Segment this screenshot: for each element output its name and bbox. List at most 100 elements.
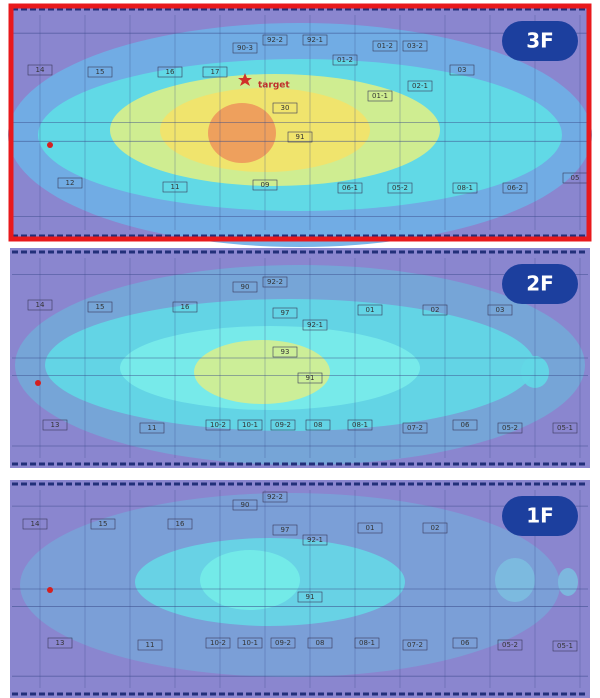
room-label-box bbox=[205, 419, 231, 431]
room-label-box bbox=[137, 639, 163, 651]
room-label-box bbox=[452, 182, 478, 194]
room-label-box bbox=[87, 66, 113, 78]
heat-zone bbox=[194, 340, 330, 404]
floor-panel: 14 15 16 17 90-3 92-2 92-1 01-2 01-2 03-2 03 01-1 02… bbox=[8, 3, 592, 247]
room-label: 92-2 bbox=[267, 278, 283, 286]
room-label-box bbox=[272, 307, 298, 319]
room-label: 17 bbox=[211, 68, 220, 76]
room-label-box bbox=[57, 177, 83, 189]
room-label: 92-1 bbox=[307, 36, 323, 44]
room-label-box bbox=[552, 640, 578, 652]
room-label-box bbox=[47, 637, 73, 649]
room-label-box bbox=[302, 534, 328, 546]
room-label-box bbox=[402, 639, 428, 651]
floor-badge bbox=[502, 264, 578, 304]
room-label-box bbox=[172, 301, 198, 313]
room-label: 11 bbox=[148, 424, 157, 432]
room-label-box bbox=[287, 131, 313, 143]
room-label-box bbox=[452, 637, 478, 649]
room-label-box bbox=[407, 80, 433, 92]
room-label-box bbox=[497, 639, 523, 651]
room-label: 14 bbox=[31, 520, 40, 528]
room-label: 16 bbox=[166, 68, 175, 76]
room-label-box bbox=[337, 182, 363, 194]
room-label: 11 bbox=[146, 641, 155, 649]
room-label: 07-2 bbox=[407, 641, 423, 649]
room-label-box bbox=[367, 90, 393, 102]
room-label: 06 bbox=[461, 421, 470, 429]
room-label-box bbox=[139, 422, 165, 434]
room-label-box bbox=[205, 637, 231, 649]
room-label-box bbox=[332, 54, 358, 66]
room-label: 06-1 bbox=[342, 184, 358, 192]
room-label-box bbox=[87, 301, 113, 313]
floor-label: 2F bbox=[526, 272, 554, 296]
room-label: 15 bbox=[96, 68, 105, 76]
room-label: 08-1 bbox=[352, 421, 368, 429]
room-label-box bbox=[262, 276, 288, 288]
room-label: 06-2 bbox=[507, 184, 523, 192]
room-label: 08-1 bbox=[457, 184, 473, 192]
heat-zone bbox=[558, 568, 578, 596]
room-label: 91 bbox=[296, 133, 305, 141]
room-label: 92-2 bbox=[267, 493, 283, 501]
room-label-box bbox=[497, 422, 523, 434]
heat-zone bbox=[495, 558, 535, 602]
room-label: 16 bbox=[181, 303, 190, 311]
room-label: 10-1 bbox=[242, 639, 258, 647]
room-label-box bbox=[157, 66, 183, 78]
device-dot bbox=[47, 587, 53, 593]
room-label: 03-2 bbox=[407, 42, 423, 50]
room-label: 90 bbox=[241, 501, 250, 509]
room-label-box bbox=[262, 34, 288, 46]
target-star bbox=[238, 73, 252, 86]
room-label: 05-2 bbox=[502, 641, 518, 649]
room-label-box bbox=[272, 102, 298, 114]
room-label-box bbox=[552, 422, 578, 434]
room-label-box bbox=[272, 524, 298, 536]
room-label: 01 bbox=[366, 524, 375, 532]
room-label-box bbox=[452, 419, 478, 431]
room-label: 97 bbox=[281, 526, 290, 534]
room-label: 92-2 bbox=[267, 36, 283, 44]
room-label-box bbox=[302, 34, 328, 46]
room-label: 15 bbox=[96, 303, 105, 311]
room-label-box bbox=[232, 281, 258, 293]
room-label: 01-1 bbox=[372, 92, 388, 100]
room-label-box bbox=[167, 518, 193, 530]
room-label: 93 bbox=[281, 348, 290, 356]
room-label: 12 bbox=[66, 179, 75, 187]
floor-badge bbox=[502, 21, 578, 61]
room-label-box bbox=[22, 518, 48, 530]
room-label-box bbox=[42, 419, 68, 431]
room-label: 08 bbox=[314, 421, 323, 429]
floor-panel: 14 15 16 90 92-2 97 92-1 01 02 91 13 11 10-2 10-1 09-2… bbox=[10, 480, 590, 698]
room-label: 01 bbox=[366, 306, 375, 314]
room-label-box bbox=[27, 299, 53, 311]
room-label-box bbox=[162, 181, 188, 193]
room-label-box bbox=[302, 319, 328, 331]
room-label: 13 bbox=[56, 639, 65, 647]
room-label-box bbox=[372, 40, 398, 52]
device-dot bbox=[35, 380, 41, 386]
room-label: 06 bbox=[461, 639, 470, 647]
room-label: 15 bbox=[99, 520, 108, 528]
room-label: 05 bbox=[571, 174, 580, 182]
room-label: 01-2 bbox=[337, 56, 353, 64]
heat-zone bbox=[200, 550, 300, 610]
room-label: 03 bbox=[458, 66, 467, 74]
room-label: 13 bbox=[51, 421, 60, 429]
room-label-box bbox=[357, 522, 383, 534]
room-label-box bbox=[502, 182, 528, 194]
room-label-box bbox=[237, 419, 263, 431]
room-label: 10-2 bbox=[210, 421, 226, 429]
room-label-box bbox=[347, 419, 373, 431]
room-label: 02-1 bbox=[412, 82, 428, 90]
selected-border bbox=[8, 3, 592, 242]
room-label: 90 bbox=[241, 283, 250, 291]
room-label-box bbox=[307, 637, 333, 649]
room-label: 09-2 bbox=[275, 639, 291, 647]
floor-panel: 14 15 16 90 92-2 97 92-1 01 02 03 93 91 13 11 10-2 10-1… bbox=[10, 248, 590, 468]
room-label: 16 bbox=[176, 520, 185, 528]
